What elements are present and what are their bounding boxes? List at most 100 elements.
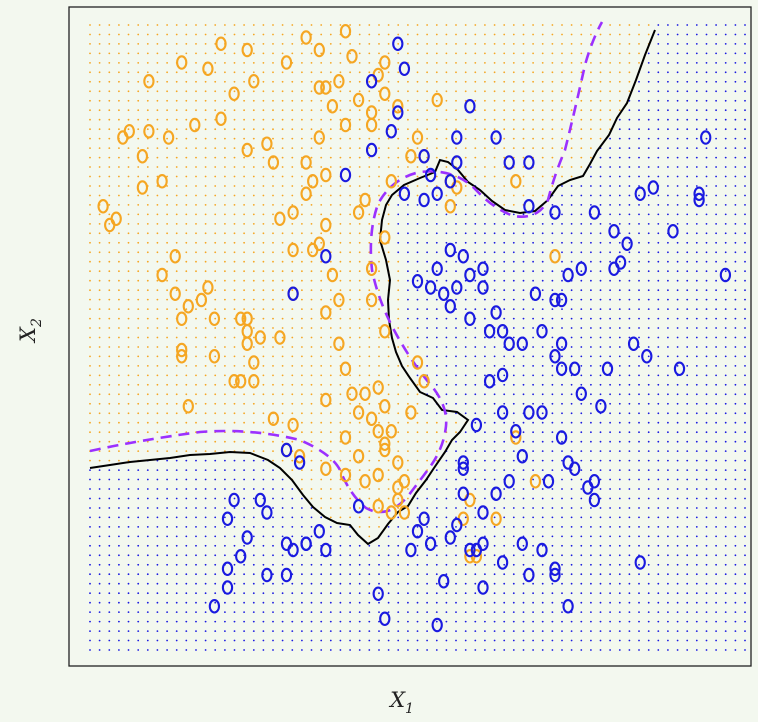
grid-dot <box>175 232 178 235</box>
grid-dot <box>89 478 91 481</box>
grid-dot <box>484 251 486 254</box>
grid-dot <box>108 118 111 121</box>
grid-dot <box>628 459 631 462</box>
data-point-orange <box>195 292 208 308</box>
grid-dot <box>455 544 457 547</box>
grid-dot <box>657 601 660 604</box>
grid-dot <box>204 440 207 443</box>
grid-dot <box>329 346 332 348</box>
grid-dot <box>628 412 631 415</box>
grid-dot <box>166 90 169 93</box>
data-point-blue <box>398 61 411 77</box>
grid-dot <box>541 175 544 178</box>
grid-dot <box>118 544 120 547</box>
grid-dot <box>108 336 111 339</box>
grid-dot <box>744 440 746 443</box>
grid-dot <box>262 611 265 613</box>
grid-dot <box>214 213 217 216</box>
data-point-blue <box>424 167 437 183</box>
grid-dot <box>580 298 583 301</box>
grid-dot <box>291 639 294 642</box>
grid-dot <box>628 421 631 424</box>
grid-dot <box>657 109 660 112</box>
grid-dot <box>146 535 149 538</box>
grid-dot <box>175 554 178 557</box>
grid-dot <box>185 649 188 651</box>
grid-dot <box>570 649 573 651</box>
grid-dot <box>224 393 226 396</box>
grid-dot <box>166 223 169 225</box>
grid-dot <box>339 166 342 168</box>
grid-dot <box>590 99 592 102</box>
grid-dot <box>695 137 698 140</box>
grid-dot <box>301 223 303 225</box>
grid-dot <box>291 308 294 310</box>
grid-dot <box>705 279 708 282</box>
grid-dot <box>705 592 708 595</box>
grid-dot <box>522 601 525 604</box>
grid-dot <box>561 33 563 36</box>
grid-dot <box>339 241 342 244</box>
grid-dot <box>744 488 746 490</box>
grid-dot <box>98 175 101 178</box>
grid-dot <box>166 80 169 83</box>
grid-dot <box>647 241 650 244</box>
grid-dot <box>98 336 101 339</box>
grid-dot <box>118 175 120 178</box>
grid-dot <box>137 544 140 547</box>
grid-dot <box>734 137 737 140</box>
grid-dot <box>541 639 544 642</box>
grid-dot <box>137 317 140 320</box>
grid-dot <box>378 43 380 45</box>
grid-dot <box>570 355 573 358</box>
grid-dot <box>618 431 621 434</box>
grid-dot <box>667 554 669 557</box>
grid-dot <box>281 649 284 651</box>
grid-dot <box>156 526 159 528</box>
grid-dot <box>705 213 708 216</box>
grid-dot <box>272 336 274 339</box>
grid-dot <box>638 213 640 216</box>
grid-dot <box>301 582 303 585</box>
grid-dot <box>657 554 660 557</box>
grid-dot <box>195 383 197 386</box>
grid-dot <box>243 421 246 424</box>
grid-dot <box>387 346 390 348</box>
grid-dot <box>715 402 717 405</box>
grid-dot <box>416 497 419 500</box>
grid-dot <box>349 450 351 452</box>
grid-dot <box>561 137 563 140</box>
grid-dot <box>676 431 679 434</box>
grid-dot <box>744 137 746 140</box>
grid-dot <box>734 52 737 55</box>
grid-dot <box>580 24 583 26</box>
grid-dot <box>156 99 159 102</box>
grid-dot <box>108 204 111 206</box>
grid-dot <box>455 554 457 557</box>
grid-dot <box>89 374 91 377</box>
grid-dot <box>522 270 525 273</box>
grid-dot <box>724 194 727 197</box>
grid-dot <box>561 421 563 424</box>
grid-dot <box>397 156 400 159</box>
grid-dot <box>272 213 274 216</box>
data-point-blue <box>621 236 633 252</box>
data-point-blue <box>536 405 548 420</box>
grid-dot <box>715 630 717 632</box>
grid-dot <box>532 99 534 102</box>
grid-dot <box>512 24 515 26</box>
grid-dot <box>368 431 371 434</box>
grid-dot <box>397 232 400 235</box>
grid-dot <box>89 620 91 623</box>
grid-dot <box>657 582 660 585</box>
grid-dot <box>744 317 746 320</box>
grid-dot <box>676 582 679 585</box>
grid-dot <box>329 52 332 55</box>
grid-dot <box>127 421 130 424</box>
grid-dot <box>98 544 101 547</box>
grid-dot <box>378 289 380 292</box>
grid-dot <box>484 497 486 500</box>
grid-dot <box>647 223 650 225</box>
grid-dot <box>667 99 669 102</box>
grid-dot <box>676 223 679 225</box>
